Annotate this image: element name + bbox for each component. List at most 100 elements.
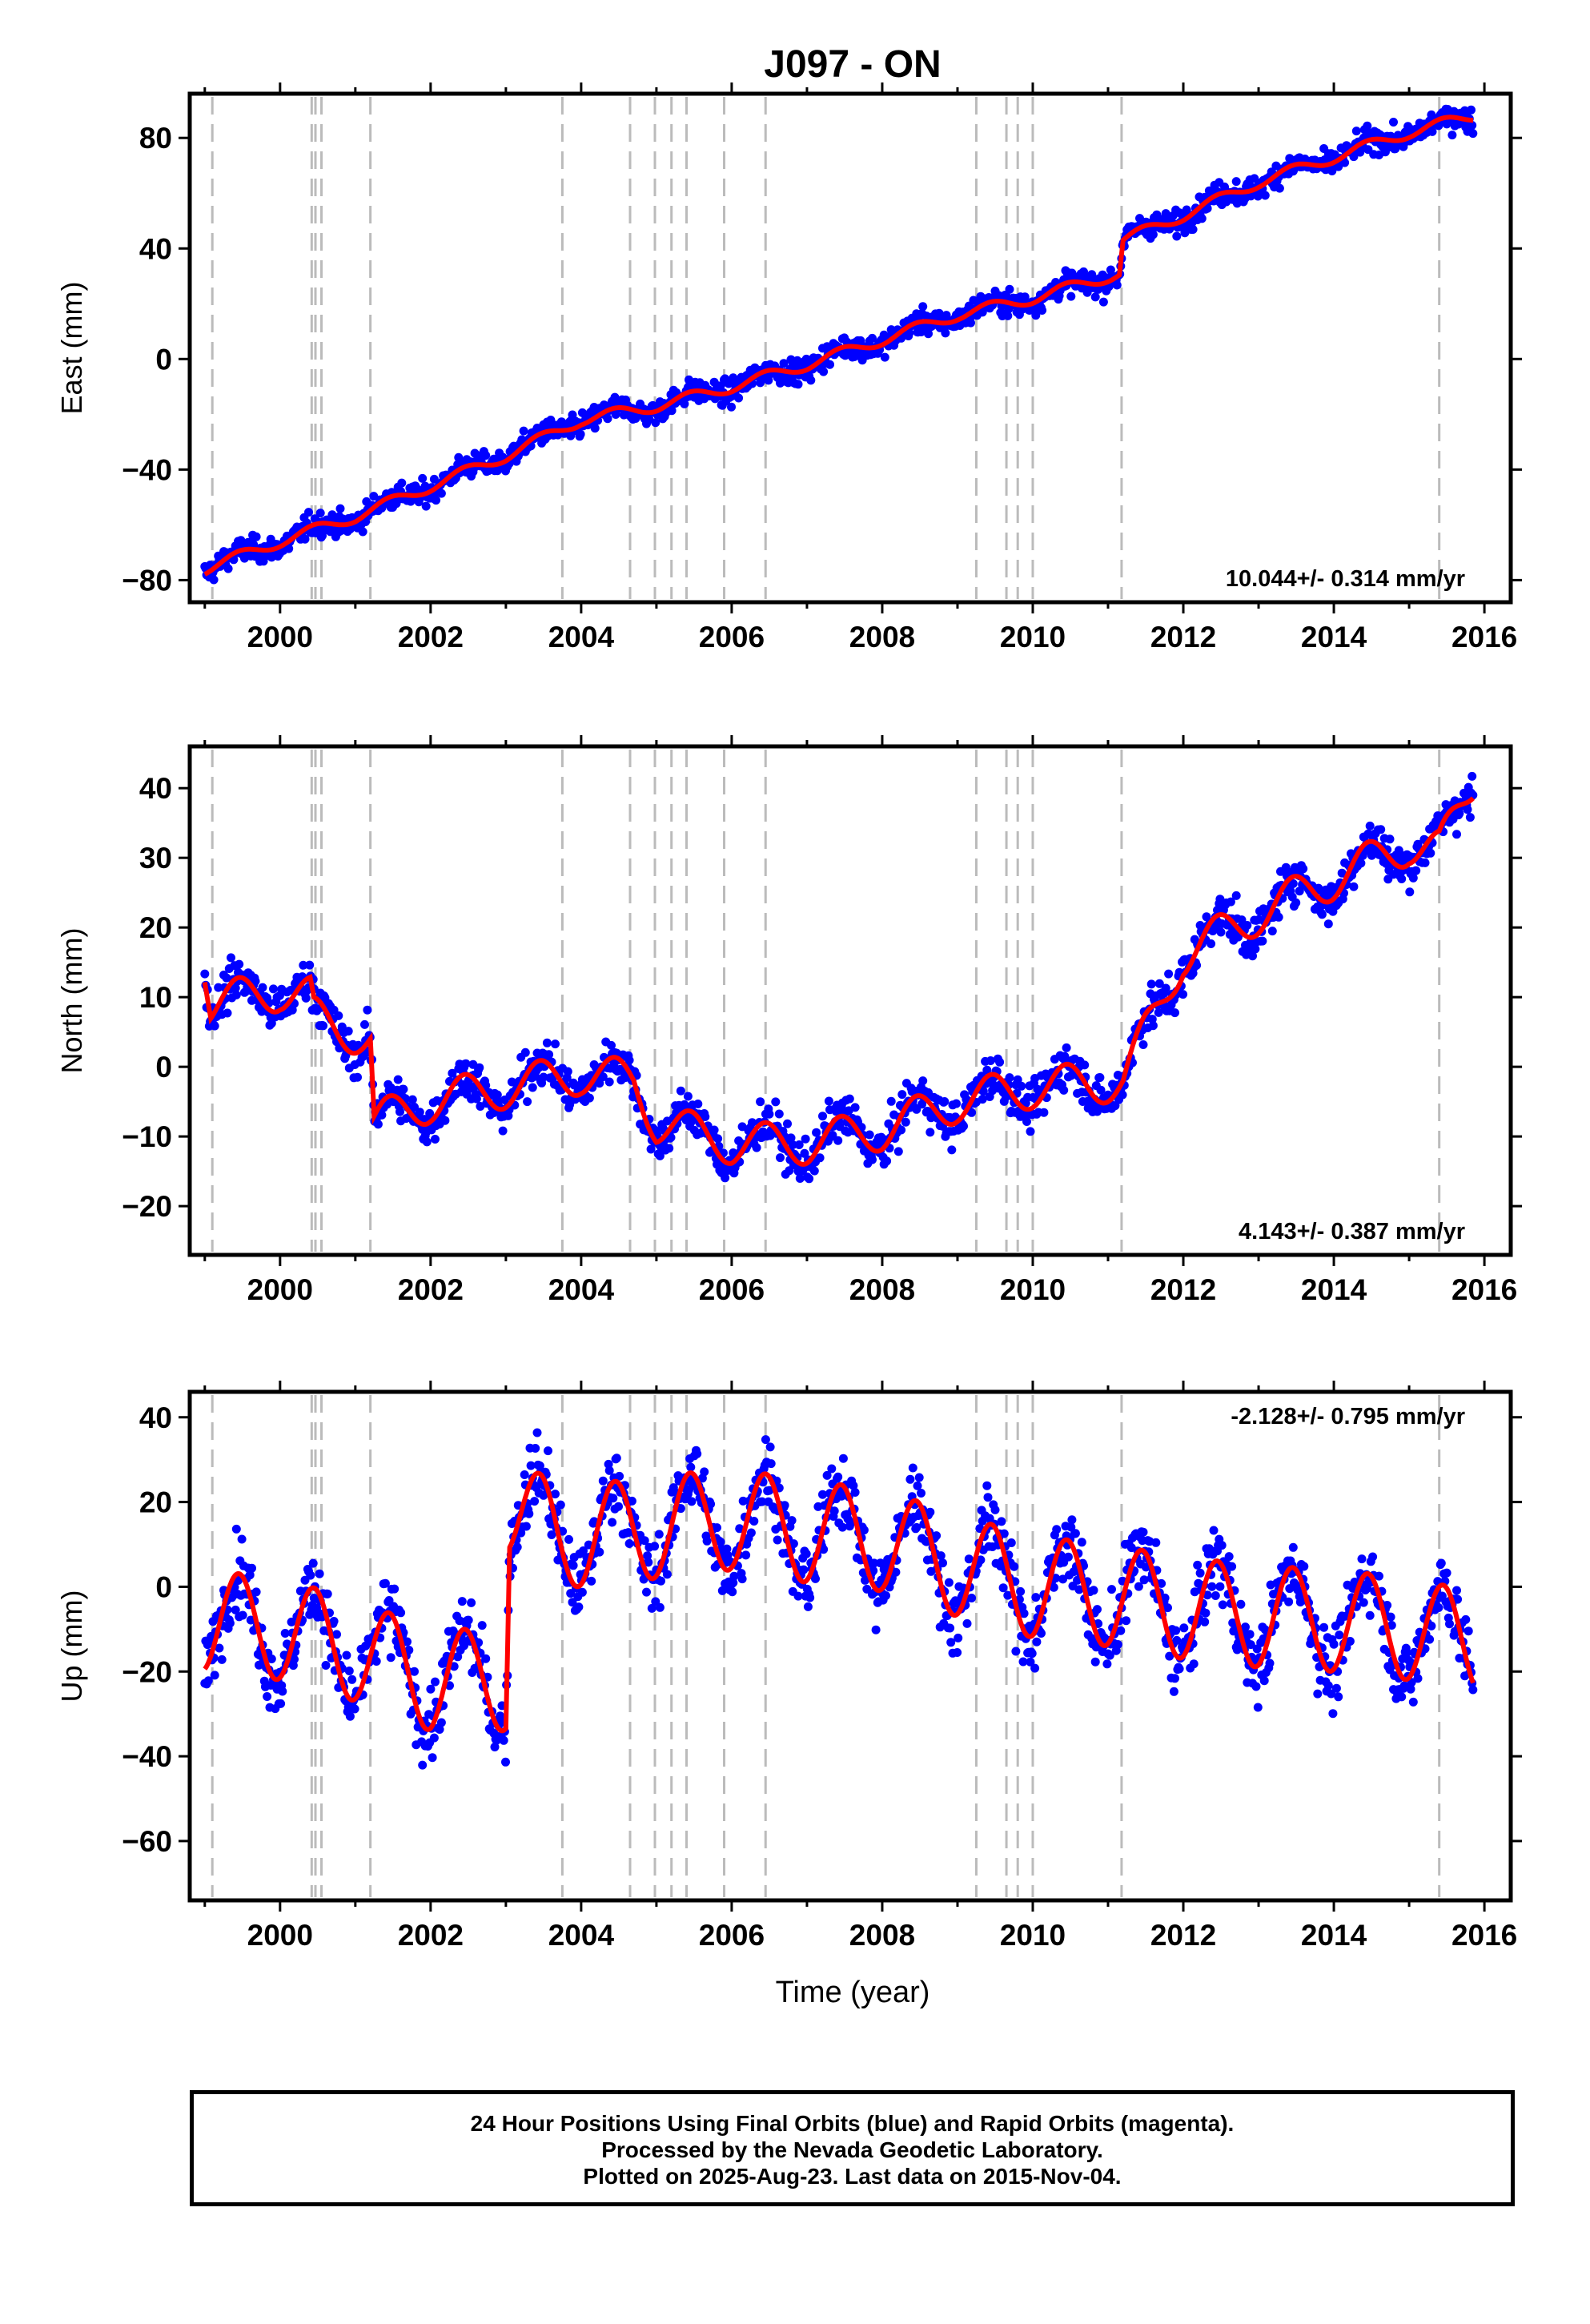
data-point — [360, 1019, 369, 1029]
y-tick-label: 20 — [139, 1486, 172, 1519]
data-point — [967, 1108, 977, 1117]
data-point — [833, 1136, 843, 1145]
data-point — [308, 1558, 318, 1568]
data-point — [321, 1661, 331, 1670]
data-point — [837, 1522, 847, 1532]
data-point — [918, 1076, 928, 1086]
data-point — [1096, 1085, 1106, 1095]
y-tick-label: −20 — [122, 1190, 172, 1223]
data-point — [263, 1692, 272, 1701]
data-point — [1227, 1562, 1237, 1571]
data-point — [925, 1128, 935, 1137]
data-point — [347, 1675, 357, 1684]
data-point — [1340, 158, 1350, 167]
data-point — [1351, 127, 1361, 136]
data-point — [952, 1099, 961, 1108]
data-point — [1260, 191, 1270, 200]
x-tick-label: 2002 — [398, 1273, 464, 1306]
data-point — [1118, 1090, 1127, 1100]
data-point — [812, 1128, 821, 1137]
data-point — [1253, 1703, 1263, 1712]
data-point — [953, 1648, 962, 1657]
data-point — [680, 399, 689, 408]
data-point — [306, 1570, 315, 1580]
x-tick-label: 2006 — [699, 1919, 765, 1952]
y-tick-label: 0 — [155, 1570, 172, 1603]
x-tick-label: 2016 — [1451, 1919, 1517, 1952]
data-point — [801, 1549, 811, 1558]
panel-3: 2000 2002 2004 2006 2008 2010 2012 2014 2016 −60 −… — [55, 1381, 1522, 1952]
data-point — [251, 532, 261, 541]
data-point — [380, 1578, 390, 1588]
data-point — [1022, 1117, 1031, 1126]
data-point — [1465, 813, 1475, 822]
data-points — [200, 1428, 1478, 1770]
data-point — [556, 1500, 565, 1510]
data-point — [886, 1096, 896, 1106]
data-point — [676, 1086, 685, 1096]
data-point — [1051, 1574, 1061, 1583]
data-point — [1397, 875, 1407, 883]
data-point — [1090, 1657, 1100, 1667]
data-point — [1291, 898, 1301, 907]
data-point — [1299, 864, 1308, 874]
data-point — [1365, 821, 1375, 830]
x-tick-label: 2010 — [1000, 1273, 1066, 1306]
data-point — [805, 1593, 815, 1602]
data-point — [829, 1506, 839, 1516]
data-point — [838, 1454, 848, 1463]
data-point — [746, 1528, 756, 1538]
data-point — [912, 1522, 921, 1532]
data-point — [786, 1133, 796, 1143]
data-point — [612, 1454, 621, 1463]
x-tick-label: 2008 — [849, 1919, 915, 1952]
data-point — [811, 1574, 820, 1583]
data-point — [654, 1530, 664, 1539]
data-point — [735, 1524, 745, 1534]
data-point — [999, 1529, 1009, 1538]
data-point — [1039, 1108, 1049, 1117]
y-tick-label: −40 — [122, 1740, 172, 1773]
data-point — [1172, 231, 1182, 241]
data-point — [280, 1629, 290, 1638]
data-point — [418, 473, 428, 483]
data-point — [1331, 1683, 1341, 1693]
data-point — [358, 527, 367, 537]
data-point — [799, 1565, 809, 1574]
data-point — [1408, 1697, 1418, 1707]
data-point — [564, 1534, 573, 1544]
plot-frame — [187, 744, 1513, 1257]
data-point — [670, 1487, 679, 1497]
data-point — [1425, 1634, 1435, 1644]
data-point — [393, 1075, 403, 1084]
data-point — [686, 1462, 696, 1472]
data-point — [709, 1125, 719, 1135]
data-point — [1077, 1538, 1086, 1547]
data-point — [301, 993, 311, 1003]
rate-annotation: 10.044+/- 0.314 mm/yr — [1226, 566, 1465, 592]
data-point — [905, 328, 914, 338]
x-tick-label: 2010 — [1000, 1919, 1066, 1952]
data-point — [706, 1499, 716, 1509]
data-point — [700, 1467, 709, 1477]
y-tick-label: 80 — [139, 122, 172, 155]
panel-2: 2000 2002 2004 2006 2008 2010 2012 2014 2016−20−… — [55, 735, 1522, 1306]
data-point — [584, 1093, 594, 1103]
data-point — [1442, 1568, 1451, 1578]
y-tick-label: 40 — [139, 772, 172, 805]
data-point — [1179, 1623, 1189, 1633]
data-point — [579, 1546, 588, 1555]
data-point — [978, 1095, 987, 1104]
data-point — [683, 1092, 693, 1101]
data-point — [435, 1725, 444, 1734]
data-point — [1288, 879, 1298, 888]
data-points — [200, 104, 1478, 585]
data-point — [1288, 1542, 1298, 1552]
data-point — [1245, 1630, 1255, 1639]
data-point — [1016, 1586, 1026, 1596]
data-point — [1445, 1619, 1454, 1629]
data-point — [1006, 1538, 1016, 1547]
data-point — [1058, 1574, 1068, 1584]
data-point — [1151, 1538, 1161, 1547]
data-point — [876, 1558, 885, 1568]
